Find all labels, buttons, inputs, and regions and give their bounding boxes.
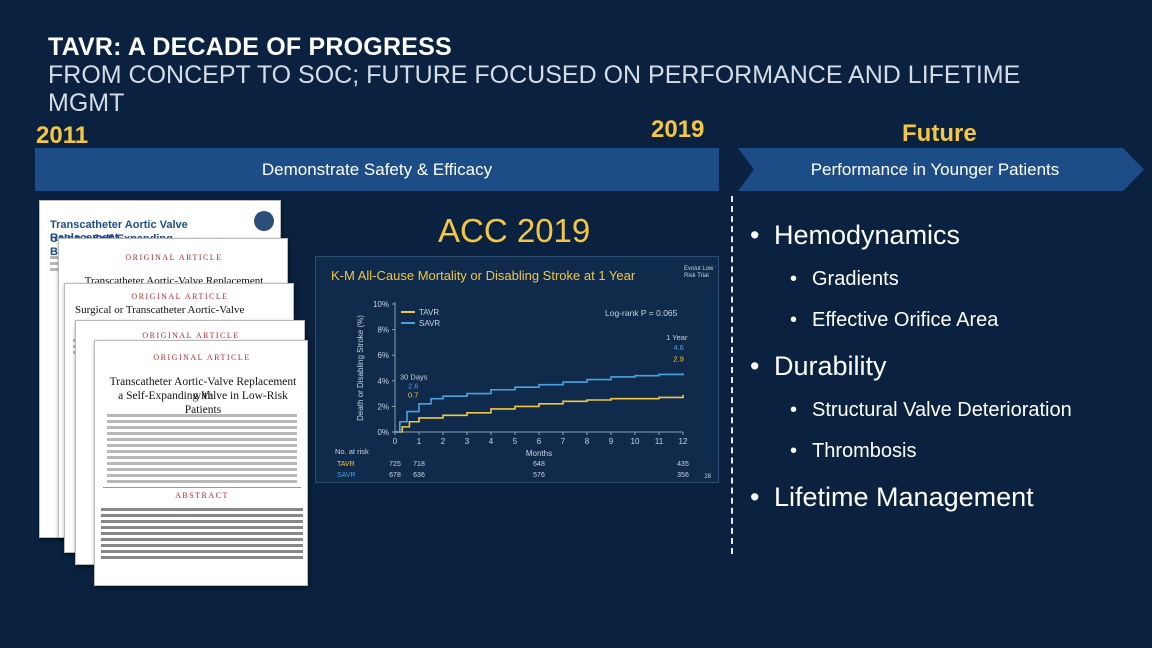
journal-logo-icon (254, 211, 274, 231)
risk-table-cell: 648 (533, 461, 545, 468)
timeline-year-future: Future (902, 120, 977, 147)
bullet-marker: • (750, 482, 760, 512)
bullet-marker: • (750, 220, 760, 250)
timeline-band-left (35, 148, 719, 191)
sub-bullet-item: • Effective Orifice Area (790, 309, 998, 332)
x-tick-label: 6 (537, 437, 542, 446)
risk-table-cell: 725 (389, 461, 401, 468)
y-axis-label: Death or Disabling Stroke (%) (356, 315, 365, 421)
bullet-marker: • (790, 399, 798, 421)
risk-table-cell: 678 (389, 472, 401, 479)
bullet-text: Effective Orifice Area (812, 309, 999, 331)
slide-title: TAVR: A DECADE OF PROGRESS (48, 33, 452, 61)
y-tick-label: 4% (377, 377, 389, 386)
x-tick-label: 0 (393, 437, 398, 446)
bullet-text: Structural Valve Deterioration (812, 399, 1072, 421)
risk-table-cell: 576 (533, 472, 545, 479)
bullet-marker: • (790, 268, 798, 290)
article-5-type: ORIGINAL ARTICLE (153, 353, 251, 362)
sub-bullet-item: • Gradients (790, 268, 899, 291)
sub-bullet-item: • Structural Valve Deterioration (790, 399, 1072, 422)
y-tick-label: 2% (377, 402, 389, 411)
p-value-label: Log-rank P = 0.065 (605, 308, 678, 318)
x-tick-label: 10 (631, 437, 640, 446)
slide-subtitle: FROM CONCEPT TO SOC; FUTURE FOCUSED ON P… (48, 61, 1021, 117)
x-tick-label: 7 (561, 437, 566, 446)
x-tick-label: 3 (465, 437, 470, 446)
trial-logo: Evolut Low Risk Trial (684, 266, 714, 279)
x-tick-label: 5 (513, 437, 518, 446)
bullet-text: Durability (774, 351, 887, 381)
series-line-tavr (395, 394, 684, 433)
article-5-title-line2: a Self-Expanding Valve in Low-Risk Patie… (118, 390, 288, 416)
series-line-savr (395, 373, 684, 433)
bullet-item: • Durability (750, 351, 887, 382)
article-5-abstract-heading: ABSTRACT (175, 491, 229, 500)
bullet-marker: • (790, 309, 798, 331)
bullet-item: • Hemodynamics (750, 220, 960, 251)
legend-label-tavr: TAVR (419, 308, 439, 317)
annotation-1-year: 1 Year (666, 333, 688, 342)
y-tick-label: 8% (377, 326, 389, 335)
bullet-marker: • (750, 351, 760, 381)
x-tick-label: 12 (679, 437, 688, 446)
bullet-item: • Lifetime Management (750, 482, 1034, 513)
chart-slide-number: 28 (704, 474, 711, 480)
sub-bullet-item: • Thrombosis (790, 440, 916, 463)
timeline-year-start: 2011 (36, 122, 89, 149)
km-chart-panel (315, 256, 719, 483)
x-tick-label: 1 (417, 437, 422, 446)
x-tick-label: 2 (441, 437, 446, 446)
bullet-list: • Hemodynamics • Gradients • Effective Orific… (750, 0, 1145, 648)
savr-1year-value: 4.6 (673, 343, 683, 352)
x-tick-label: 8 (585, 437, 590, 446)
article-4-type: ORIGINAL ARTICLE (142, 331, 240, 340)
journal-article-5: ORIGINAL ARTICLE Transcatheter Aortic-Va… (94, 340, 308, 586)
savr-30day-value: 2.6 (408, 382, 418, 391)
article-2-type: ORIGINAL ARTICLE (125, 253, 223, 262)
x-axis-label: Months (526, 449, 552, 458)
bullet-text: Thrombosis (812, 440, 917, 462)
article-3-title: Surgical or Transcatheter Aortic-Valve (75, 304, 245, 316)
y-tick-label: 10% (373, 300, 389, 309)
bullet-marker: • (790, 440, 798, 462)
y-tick-label: 6% (377, 351, 389, 360)
article-5-abstract-body (101, 505, 303, 562)
bullet-text: Lifetime Management (774, 482, 1034, 512)
timeline-band-left-label: Demonstrate Safety & Efficacy (261, 159, 493, 179)
tavr-30day-value: 0.7 (408, 391, 418, 400)
risk-table-label: No. at risk (335, 447, 369, 456)
km-chart: 0%2%4%6%8%10%0 1 2 3 4 5 6 7 8 9 10 11 12MonthsDeath… (335, 300, 712, 480)
chart-title: K-M All-Cause Mortality or Disabling Str… (331, 268, 636, 283)
legend-label-savr: SAVR (419, 319, 440, 328)
article-5-title-line1: Transcatheter Aortic-Valve Replacement w… (109, 376, 297, 402)
acc-2019-label: ACC 2019 (438, 212, 591, 249)
x-tick-label: 4 (489, 437, 494, 446)
timeline-divider (731, 196, 733, 554)
risk-row-name-savr: SAVR (337, 472, 356, 479)
bullet-text: Gradients (812, 268, 899, 290)
tavr-1year-value: 2.9 (673, 355, 683, 364)
article-5-authors (107, 411, 297, 486)
timeline-year-mid: 2019 (651, 116, 705, 143)
y-tick-label: 0% (377, 428, 389, 437)
article-3-type: ORIGINAL ARTICLE (131, 292, 229, 301)
risk-row-name-tavr: TAVR (337, 461, 355, 468)
risk-table-cell: 435 (677, 461, 689, 468)
risk-table-cell: 636 (413, 472, 425, 479)
annotation-30-days: 30 Days (400, 373, 428, 382)
risk-table-cell: 356 (677, 472, 689, 479)
x-tick-label: 11 (655, 437, 664, 446)
timeline-band-right-arrow (738, 148, 1144, 191)
risk-table-cell: 718 (413, 461, 425, 468)
bullet-text: Hemodynamics (774, 220, 961, 250)
timeline-band-right-label: Performance in Younger Patients (810, 159, 1060, 179)
x-tick-label: 9 (609, 437, 614, 446)
